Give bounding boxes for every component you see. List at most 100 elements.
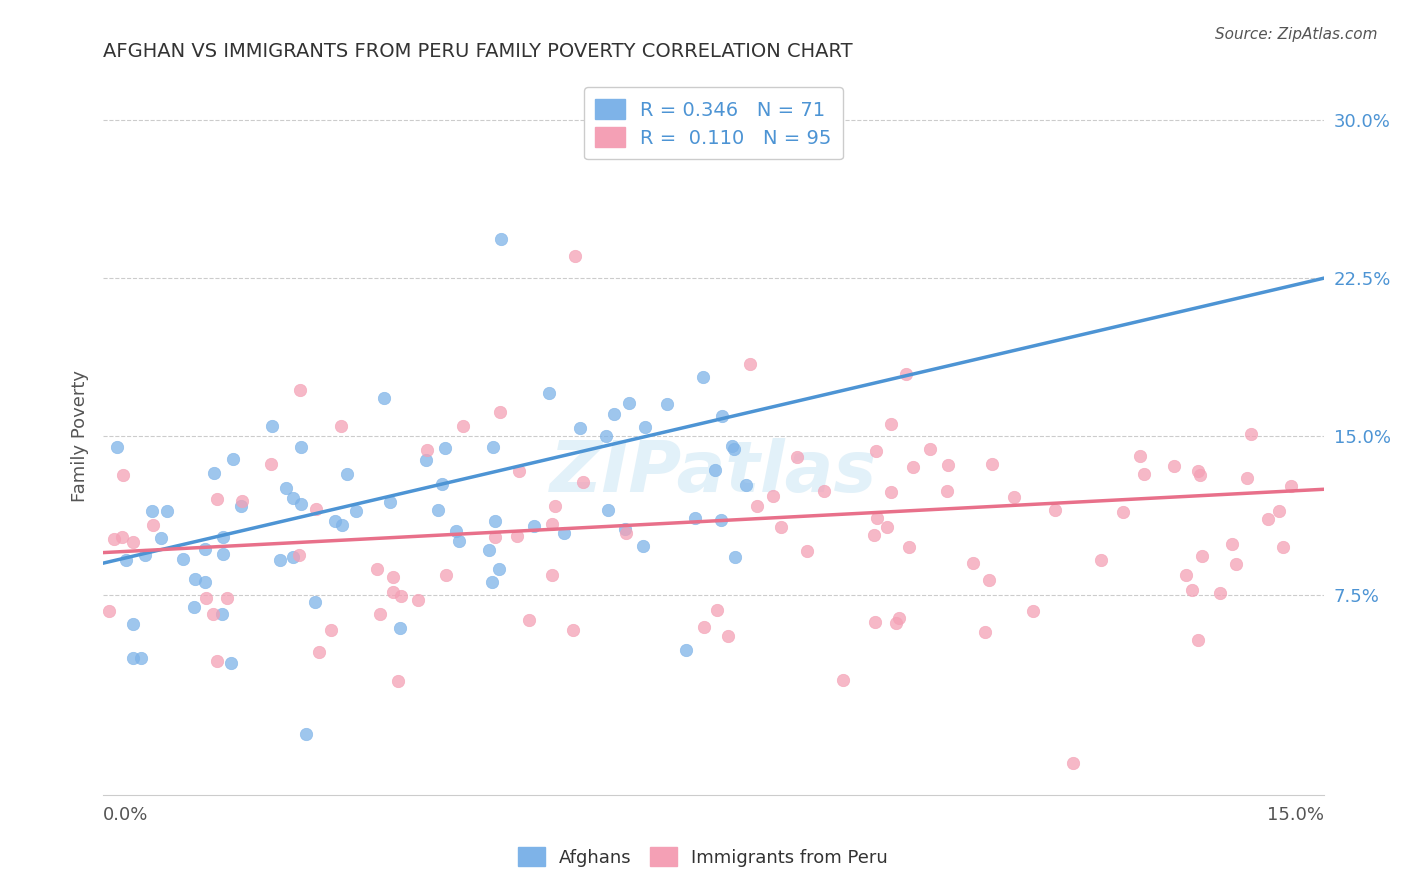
Point bbox=[519, 613, 541, 627]
Point bbox=[723, 549, 745, 564]
Point bbox=[508, 464, 530, 478]
Point bbox=[894, 367, 917, 381]
Point bbox=[172, 552, 194, 566]
Point bbox=[832, 673, 855, 688]
Point bbox=[231, 499, 253, 513]
Point bbox=[1129, 449, 1152, 463]
Point bbox=[711, 409, 734, 424]
Point bbox=[865, 443, 887, 458]
Point bbox=[786, 450, 808, 464]
Point bbox=[215, 591, 238, 605]
Point bbox=[935, 483, 957, 498]
Point bbox=[655, 397, 678, 411]
Text: ZIPatlas: ZIPatlas bbox=[550, 438, 877, 507]
Text: Source: ZipAtlas.com: Source: ZipAtlas.com bbox=[1215, 27, 1378, 42]
Point bbox=[981, 458, 1004, 472]
Point bbox=[1090, 553, 1112, 567]
Point bbox=[738, 357, 761, 371]
Point bbox=[290, 497, 312, 511]
Point bbox=[1002, 490, 1025, 504]
Point bbox=[1236, 471, 1258, 485]
Point bbox=[194, 542, 217, 557]
Point bbox=[415, 452, 437, 467]
Text: 0.0%: 0.0% bbox=[103, 806, 149, 824]
Point bbox=[202, 607, 225, 622]
Point bbox=[1112, 505, 1135, 519]
Point bbox=[426, 503, 449, 517]
Point bbox=[484, 514, 506, 528]
Point bbox=[344, 504, 367, 518]
Point bbox=[416, 443, 439, 458]
Point bbox=[887, 611, 910, 625]
Point bbox=[703, 463, 725, 477]
Point bbox=[368, 607, 391, 621]
Point bbox=[1133, 467, 1156, 482]
Text: AFGHAN VS IMMIGRANTS FROM PERU FAMILY POVERTY CORRELATION CHART: AFGHAN VS IMMIGRANTS FROM PERU FAMILY PO… bbox=[103, 42, 853, 61]
Point bbox=[762, 489, 785, 503]
Point bbox=[541, 517, 564, 532]
Point bbox=[564, 249, 586, 263]
Point bbox=[269, 553, 291, 567]
Point bbox=[382, 570, 405, 584]
Point bbox=[936, 458, 959, 472]
Point bbox=[675, 643, 697, 657]
Legend: R = 0.346   N = 71, R =  0.110   N = 95: R = 0.346 N = 71, R = 0.110 N = 95 bbox=[583, 87, 844, 160]
Point bbox=[98, 604, 121, 618]
Point bbox=[156, 504, 179, 518]
Point bbox=[813, 483, 835, 498]
Point bbox=[862, 528, 884, 542]
Point bbox=[1187, 632, 1209, 647]
Point bbox=[865, 511, 887, 525]
Point bbox=[880, 485, 903, 500]
Point bbox=[596, 503, 619, 517]
Point bbox=[796, 544, 818, 558]
Legend: Afghans, Immigrants from Peru: Afghans, Immigrants from Peru bbox=[510, 840, 896, 874]
Point bbox=[489, 404, 512, 418]
Point bbox=[211, 530, 233, 544]
Y-axis label: Family Poverty: Family Poverty bbox=[72, 370, 89, 502]
Point bbox=[1279, 479, 1302, 493]
Text: 15.0%: 15.0% bbox=[1267, 806, 1324, 824]
Point bbox=[194, 591, 217, 605]
Point bbox=[1175, 568, 1198, 582]
Point bbox=[211, 607, 233, 621]
Point bbox=[880, 417, 903, 432]
Point bbox=[105, 441, 128, 455]
Point bbox=[631, 539, 654, 553]
Point bbox=[366, 562, 388, 576]
Point bbox=[863, 615, 886, 629]
Point bbox=[1240, 427, 1263, 442]
Point bbox=[706, 603, 728, 617]
Point bbox=[614, 522, 637, 536]
Point bbox=[1191, 549, 1213, 563]
Point bbox=[142, 517, 165, 532]
Point bbox=[769, 520, 792, 534]
Point bbox=[288, 549, 311, 563]
Point bbox=[381, 585, 404, 599]
Point bbox=[562, 623, 585, 637]
Point bbox=[572, 475, 595, 489]
Point bbox=[222, 451, 245, 466]
Point bbox=[449, 534, 471, 549]
Point bbox=[207, 654, 229, 668]
Point bbox=[484, 530, 506, 544]
Point bbox=[683, 511, 706, 525]
Point bbox=[488, 562, 510, 576]
Point bbox=[734, 478, 756, 492]
Point bbox=[710, 513, 733, 527]
Point bbox=[290, 440, 312, 454]
Point bbox=[1187, 465, 1209, 479]
Point bbox=[184, 572, 207, 586]
Point bbox=[1163, 459, 1185, 474]
Point bbox=[962, 556, 984, 570]
Point bbox=[305, 501, 328, 516]
Point bbox=[568, 421, 591, 435]
Point bbox=[325, 514, 347, 528]
Point bbox=[274, 481, 297, 495]
Point bbox=[1062, 756, 1084, 770]
Point bbox=[129, 651, 152, 665]
Point bbox=[1225, 558, 1247, 572]
Point bbox=[389, 589, 412, 603]
Point bbox=[121, 617, 143, 632]
Point bbox=[1022, 603, 1045, 617]
